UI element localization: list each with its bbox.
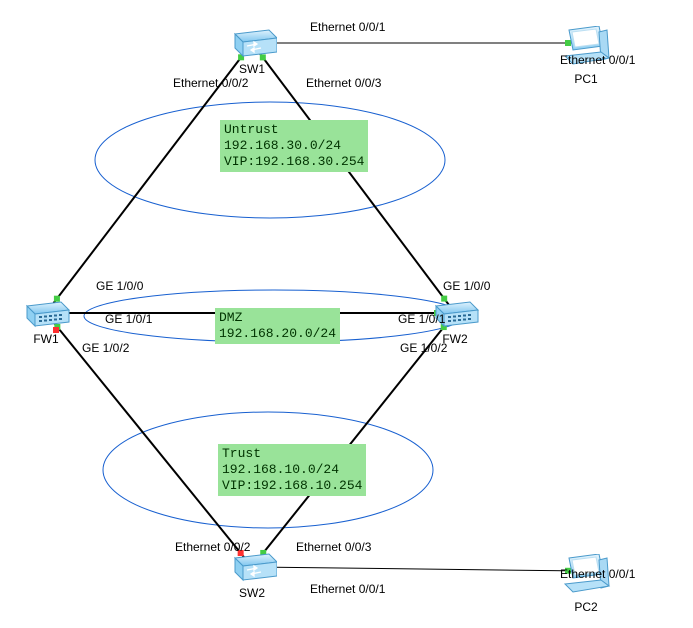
switch-icon <box>227 26 277 60</box>
interface-label: Ethernet 0/0/3 <box>306 76 381 90</box>
node-label-sw2: SW2 <box>227 586 277 600</box>
zone-vip-trust: VIP:192.168.10.254 <box>222 478 362 494</box>
interface-label: GE 1/0/0 <box>443 279 490 293</box>
interface-label: GE 1/0/1 <box>398 312 445 326</box>
node-label-pc1: PC1 <box>561 72 611 86</box>
interface-label: Ethernet 0/0/2 <box>175 540 250 554</box>
node-label-sw1: SW1 <box>227 62 277 76</box>
zone-title-trust: Trust <box>222 446 362 462</box>
interface-label: Ethernet 0/0/1 <box>560 567 635 581</box>
node-fw1[interactable]: FW1 <box>21 296 71 346</box>
interface-label: Ethernet 0/0/3 <box>296 540 371 554</box>
interface-label: GE 1/0/2 <box>82 341 129 355</box>
zone-subnet-trust: 192.168.10.0/24 <box>222 462 362 478</box>
interface-label: GE 1/0/2 <box>400 341 447 355</box>
node-label-pc2: PC2 <box>561 600 611 614</box>
node-label-fw1: FW1 <box>21 332 71 346</box>
zone-box-untrust: Untrust192.168.30.0/24VIP:192.168.30.254 <box>220 120 368 172</box>
zone-subnet-untrust: 192.168.30.0/24 <box>224 138 364 154</box>
zone-subnet-dmz: 192.168.20.0/24 <box>219 326 336 342</box>
link-fw1-sw2 <box>46 313 252 567</box>
switch-icon <box>227 550 277 584</box>
interface-label: Ethernet 0/0/1 <box>310 20 385 34</box>
node-sw1[interactable]: SW1 <box>227 26 277 76</box>
zone-vip-untrust: VIP:192.168.30.254 <box>224 154 364 170</box>
interface-label: GE 1/0/1 <box>105 312 152 326</box>
interface-label: GE 1/0/0 <box>96 279 143 293</box>
zone-box-trust: Trust192.168.10.0/24VIP:192.168.10.254 <box>218 444 366 496</box>
link-sw2-pc2 <box>252 567 586 571</box>
interface-label: Ethernet 0/0/2 <box>173 76 248 90</box>
zone-box-dmz: DMZ192.168.20.0/24 <box>215 308 340 344</box>
zone-title-untrust: Untrust <box>224 122 364 138</box>
node-pc2[interactable]: PC2 <box>561 554 611 614</box>
diagram-stage: Untrust192.168.30.0/24VIP:192.168.30.254… <box>0 0 693 628</box>
firewall-icon <box>21 296 71 330</box>
node-sw2[interactable]: SW2 <box>227 550 277 600</box>
zone-title-dmz: DMZ <box>219 310 336 326</box>
link-layer <box>0 0 693 628</box>
interface-label: Ethernet 0/0/1 <box>310 582 385 596</box>
interface-label: Ethernet 0/0/1 <box>560 53 635 67</box>
